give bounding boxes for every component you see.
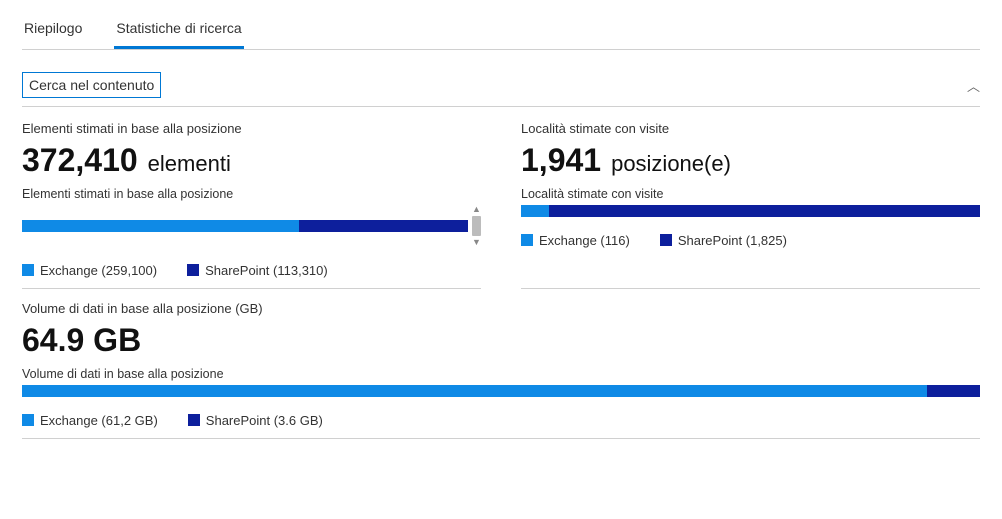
- volume-legend: Exchange (61,2 GB) SharePoint (3.6 GB): [22, 413, 980, 428]
- locations-value: 1,941: [521, 142, 601, 179]
- volume-bar-sharepoint: [927, 385, 980, 397]
- items-bar-sharepoint: [299, 220, 468, 232]
- locations-unit: posizione(e): [611, 151, 731, 177]
- chevron-up-icon[interactable]: ︿: [967, 76, 980, 95]
- locations-bar-sharepoint: [549, 205, 980, 217]
- items-bar: ▲ ▼: [22, 205, 481, 247]
- items-value: 372,410: [22, 142, 138, 179]
- items-chart-label: Elementi stimati in base alla posizione: [22, 187, 481, 201]
- legend-item-exchange: Exchange (259,100): [22, 263, 157, 278]
- panel-items: Elementi stimati in base alla posizione …: [22, 121, 481, 289]
- tab-search-stats[interactable]: Statistiche di ricerca: [114, 12, 243, 49]
- items-unit: elementi: [148, 151, 231, 177]
- volume-bar-exchange: [22, 385, 927, 397]
- swatch-sharepoint-icon: [187, 264, 199, 276]
- locations-bar: [521, 205, 980, 217]
- items-label: Elementi stimati in base alla posizione: [22, 121, 481, 136]
- legend-item-sharepoint: SharePoint (1,825): [660, 233, 787, 248]
- volume-bar: [22, 385, 980, 397]
- scroll-up-icon[interactable]: ▲: [472, 205, 481, 214]
- scroll-down-icon[interactable]: ▼: [472, 238, 481, 247]
- section-title: Cerca nel contenuto: [22, 72, 161, 98]
- items-legend: Exchange (259,100) SharePoint (113,310): [22, 263, 481, 278]
- panel-locations: Località stimate con visite 1,941 posizi…: [521, 121, 980, 289]
- legend-item-exchange: Exchange (116): [521, 233, 630, 248]
- scrollbar[interactable]: ▲ ▼: [472, 205, 481, 247]
- legend-item-sharepoint: SharePoint (3.6 GB): [188, 413, 323, 428]
- stats-grid: Elementi stimati in base alla posizione …: [22, 121, 980, 451]
- section-header: Cerca nel contenuto ︿: [22, 66, 980, 107]
- panel-volume: Volume di dati in base alla posizione (G…: [22, 301, 980, 439]
- volume-value: 64.9 GB: [22, 322, 141, 359]
- locations-bar-exchange: [521, 205, 549, 217]
- legend-item-sharepoint: SharePoint (113,310): [187, 263, 328, 278]
- swatch-exchange-icon: [521, 234, 533, 246]
- scroll-thumb[interactable]: [472, 216, 481, 236]
- volume-label: Volume di dati in base alla posizione (G…: [22, 301, 980, 316]
- locations-label: Località stimate con visite: [521, 121, 980, 136]
- legend-item-exchange: Exchange (61,2 GB): [22, 413, 158, 428]
- items-bar-exchange: [22, 220, 299, 232]
- tab-summary[interactable]: Riepilogo: [22, 12, 84, 49]
- volume-chart-label: Volume di dati in base alla posizione: [22, 367, 980, 381]
- locations-legend: Exchange (116) SharePoint (1,825): [521, 233, 980, 248]
- swatch-exchange-icon: [22, 414, 34, 426]
- swatch-sharepoint-icon: [660, 234, 672, 246]
- swatch-sharepoint-icon: [188, 414, 200, 426]
- swatch-exchange-icon: [22, 264, 34, 276]
- locations-chart-label: Località stimate con visite: [521, 187, 980, 201]
- tab-bar: Riepilogo Statistiche di ricerca: [22, 12, 980, 50]
